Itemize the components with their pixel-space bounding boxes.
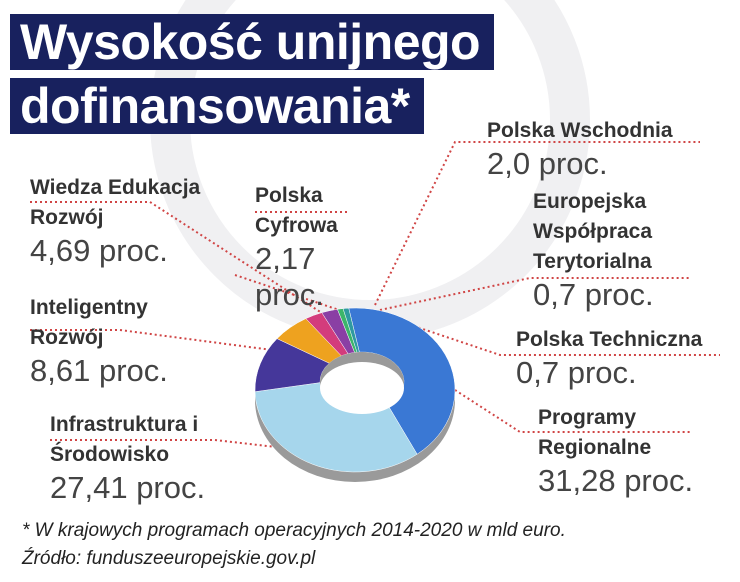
category-name: Programy Regionalne [538, 406, 652, 459]
value-label: 8,61 proc. [30, 353, 168, 388]
value-label: 27,41 proc. [50, 470, 206, 505]
slice-label: Infrastruktura i Środowisko 27,41 proc. [50, 410, 250, 506]
value-label: 4,69 proc. [30, 233, 168, 268]
title-box: Wysokość unijnego dofinansowania* [10, 10, 540, 138]
chart-title: Wysokość unijnego dofinansowania* [10, 14, 495, 134]
value-label: 31,28 proc. [538, 463, 694, 498]
value-label: 2,0 proc. [487, 146, 608, 181]
slice-label: Inteligentny Rozwój 8,61 proc. [30, 293, 190, 389]
value-label: 0,7 proc. [516, 355, 637, 390]
category-name: Polska Techniczna [516, 328, 703, 351]
donut-hole [320, 362, 404, 414]
category-name: Wiedza Edukacja Rozwój [30, 176, 201, 229]
slice-label: Programy Regionalne 31,28 proc. [538, 403, 698, 499]
slice-label: Polska Wschodnia 2,0 proc. [487, 116, 727, 182]
slice-label: Wiedza Edukacja Rozwój 4,69 proc. [30, 173, 240, 269]
slice-label: Polska Techniczna 0,7 proc. [516, 325, 736, 391]
value-label: 2,17 proc. [255, 241, 324, 312]
donut [254, 307, 456, 482]
footnote: * W krajowych programach operacyjnych 20… [22, 520, 566, 541]
leader-lines [30, 141, 720, 456]
category-name: Inteligentny Rozwój [30, 296, 148, 349]
category-name: Infrastruktura i Środowisko [50, 413, 199, 466]
category-name: Polska Wschodnia [487, 119, 673, 142]
value-label: 0,7 proc. [533, 277, 654, 312]
slice-label: Polska Cyfrowa 2,17 proc. [255, 181, 375, 313]
category-name: Polska Cyfrowa [255, 184, 338, 237]
slice-label: Europejska Współpraca Terytorialna 0,7 pr… [533, 187, 683, 313]
category-name: Europejska Współpraca Terytorialna [533, 190, 653, 273]
source: Źródło: funduszeeuropejskie.gov.pl [22, 548, 316, 569]
